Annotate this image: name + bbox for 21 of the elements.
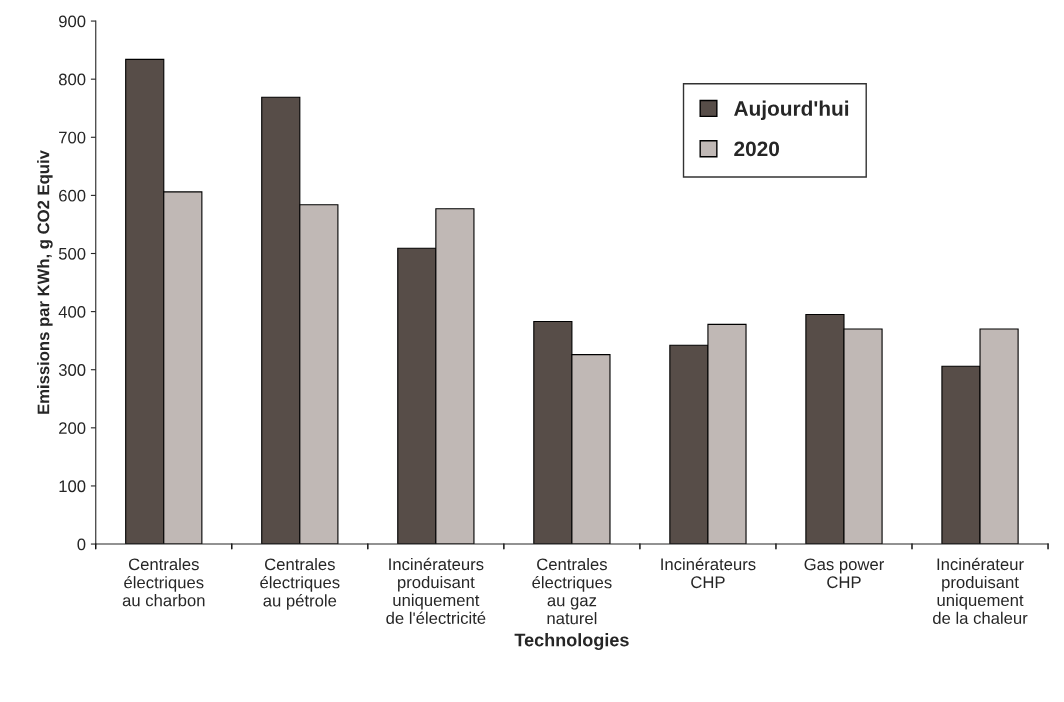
- y-tick-label: 0: [77, 538, 86, 551]
- legend-label: 2020: [734, 141, 780, 157]
- y-tick-label: 500: [58, 247, 86, 260]
- y-tick-label: 700: [59, 131, 86, 144]
- y-tick-label: 100: [59, 480, 86, 493]
- y-tick-label: 300: [58, 364, 86, 376]
- y-tick-label: 900: [59, 15, 86, 28]
- y-tick-label: 400: [58, 306, 86, 318]
- y-tick-label: 600: [59, 189, 86, 202]
- y-tick-label: 800: [58, 73, 86, 86]
- x-tick-label: Incinérateurs CHP: [661, 557, 756, 589]
- x-tick-label: Incinérateurs produisant uniquement de l'électricité: [386, 557, 486, 625]
- x-tick-label: Incinérateur produisant uniquement de la chaleur: [933, 557, 1028, 625]
- x-tick-label: Gas power CHP: [804, 558, 884, 589]
- x-tick-label: Centrales électriques au charbon: [122, 557, 205, 607]
- x-axis-title: Technologies: [514, 633, 629, 651]
- y-axis-title: Emissions par KWh, g CO2 Equiv: [37, 150, 53, 414]
- y-tick-label: 200: [59, 422, 86, 435]
- legend-label: Aujourd'hui: [734, 100, 849, 120]
- x-tick-label: Centrales électriques au gaz naturel: [532, 557, 612, 625]
- x-tick-label: Centrales électriques au pétrole: [260, 557, 340, 610]
